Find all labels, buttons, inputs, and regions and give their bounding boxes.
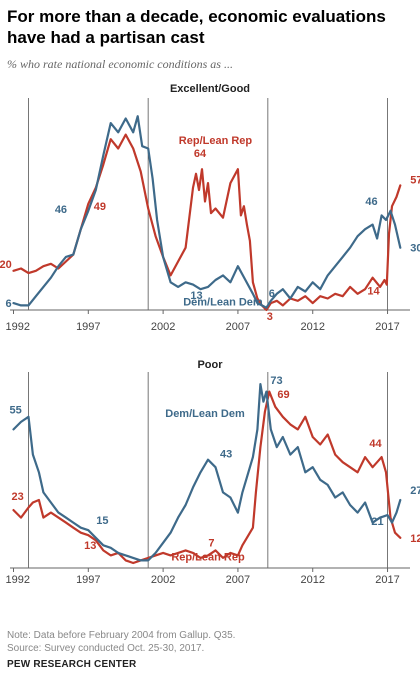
rep-series-name: Rep/Lean Rep	[171, 551, 245, 563]
x-tick-label: 2007	[226, 574, 250, 586]
x-tick-label: 1997	[76, 574, 100, 586]
dem-value-label: 6	[269, 288, 275, 300]
excellent-good-panel: Excellent/Good 1992 1997 2002 2007 2012 2017 20…	[0, 78, 420, 340]
dem-value-label: 13	[190, 290, 202, 302]
rep-value-label: 57	[410, 174, 420, 186]
dem-value-label: 73	[270, 375, 282, 387]
dem-value-label: 6	[5, 298, 11, 310]
panel-title: Poor	[197, 359, 223, 371]
x-tick-label: 2012	[300, 321, 324, 333]
poor-panel: Poor 1992 1997 2002 2007 2012 2017 23 13 7 69 44 12 5…	[0, 356, 420, 586]
dem-series-name: Dem/Lean Dem	[183, 296, 263, 308]
dem-value-label: 46	[365, 196, 377, 208]
chart-subtitle: % who rate national economic conditions …	[7, 57, 233, 71]
dem-value-label: 21	[371, 516, 383, 528]
x-tick-label: 2012	[300, 574, 324, 586]
x-tick-label: 2002	[151, 574, 175, 586]
source-text: Source: Survey conducted Oct. 25-30, 201…	[7, 643, 205, 654]
poor-chart: Poor 1992 1997 2002 2007 2012 2017 23 13 7 69 44 12 5…	[5, 359, 420, 586]
rep-value-label: 12	[410, 533, 420, 545]
rep-series-name: Rep/Lean Rep	[179, 135, 253, 147]
x-tick-label: 2017	[375, 574, 399, 586]
rep-value-label: 23	[11, 491, 23, 503]
rep-value-label: 3	[267, 311, 273, 323]
x-tick-label: 1992	[5, 321, 29, 333]
rep-value-label: 13	[84, 540, 96, 552]
excellent-good-chart: Excellent/Good 1992 1997 2002 2007 2012 2017 20…	[0, 83, 420, 333]
dem-value-label: 55	[9, 404, 21, 416]
note-text: Note: Data before February 2004 from Gal…	[7, 630, 236, 641]
rep-series-line	[12, 133, 402, 312]
rep-series-line	[12, 390, 402, 565]
dem-value-label: 46	[55, 204, 67, 216]
x-tick-label: 2017	[375, 321, 399, 333]
dem-value-label: 30	[410, 243, 420, 255]
dem-series-line	[12, 383, 402, 562]
x-tick-label: 1997	[76, 321, 100, 333]
dem-series-name: Dem/Lean Dem	[165, 408, 245, 420]
rep-value-label: 7	[208, 537, 214, 549]
pew-logo-text: PEW RESEARCH CENTER	[7, 659, 137, 670]
chart-title: For more than a decade, economic evaluat…	[7, 7, 386, 47]
dem-series-line	[12, 115, 402, 309]
dem-value-label: 27	[410, 485, 420, 497]
rep-value-label: 14	[367, 286, 380, 298]
rep-value-label: 69	[277, 389, 289, 401]
panel-title: Excellent/Good	[170, 83, 250, 95]
rep-value-label: 64	[194, 148, 207, 160]
x-tick-label: 1992	[5, 574, 29, 586]
rep-value-label: 44	[369, 438, 382, 450]
dem-value-label: 15	[96, 515, 108, 527]
rep-value-label: 49	[94, 201, 106, 213]
dem-value-label: 43	[220, 449, 232, 461]
rep-value-label: 20	[0, 259, 12, 271]
x-tick-label: 2002	[151, 321, 175, 333]
x-tick-label: 2007	[226, 321, 250, 333]
